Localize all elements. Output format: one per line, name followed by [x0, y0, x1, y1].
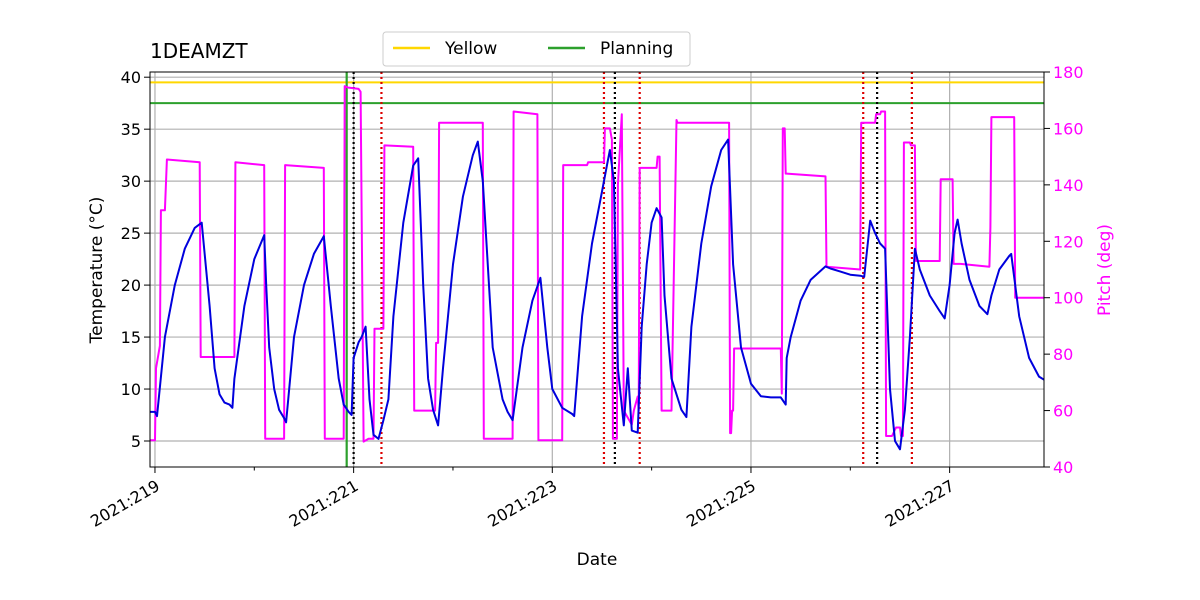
y2-axis-title: Pitch (deg) [1095, 224, 1115, 316]
y-axis-title: Temperature (°C) [87, 197, 107, 345]
y-tick-label: 25 [121, 224, 141, 243]
y2-tick-label: 160 [1053, 119, 1084, 138]
legend-label-yellow: Yellow [444, 39, 497, 59]
y2-tick-label: 140 [1053, 176, 1084, 195]
y-tick-label: 20 [121, 276, 141, 295]
plot-frame [149, 71, 1045, 468]
y-tick-label: 30 [121, 172, 141, 191]
chart-title: 1DEAMZT [150, 39, 248, 63]
y-axis-left: 5 10 15 20 25 30 35 40 [121, 68, 150, 451]
y-tick-label: 5 [131, 432, 141, 451]
y2-tick-label: 180 [1053, 63, 1084, 82]
y-axis-right: 40 60 80 100 120 140 160 180 [1044, 63, 1084, 477]
series-layer [150, 85, 1045, 451]
x-axis: 2021:219 2021:221 2021:223 2021:225 2021:227 [87, 467, 958, 531]
event-lines [345, 72, 913, 467]
y2-tick-label: 80 [1053, 345, 1073, 364]
y2-tick-label: 60 [1053, 402, 1073, 421]
grid-layer [150, 72, 1044, 467]
series-line-pitch [150, 85, 1044, 443]
x-tick-label: 2021:225 [683, 476, 759, 531]
legend-label-planning: Planning [600, 39, 673, 59]
y2-tick-label: 100 [1053, 289, 1084, 308]
x-tick-label: 2021:221 [286, 476, 362, 531]
series-line-temperature [150, 138, 1045, 451]
y-tick-label: 15 [121, 328, 141, 347]
y2-tick-label: 120 [1053, 232, 1084, 251]
x-tick-label: 2021:227 [882, 476, 958, 531]
y-tick-label: 40 [121, 68, 141, 87]
x-axis-title: Date [577, 550, 618, 570]
y-tick-label: 10 [121, 380, 141, 399]
y-tick-label: 35 [121, 120, 141, 139]
legend-box [382, 31, 691, 67]
x-tick-label: 2021:223 [484, 476, 560, 531]
y2-tick-label: 40 [1053, 458, 1073, 477]
legend: Yellow Planning [382, 31, 691, 67]
limit-lines [150, 81, 1044, 105]
x-tick-label: 2021:219 [87, 476, 163, 531]
